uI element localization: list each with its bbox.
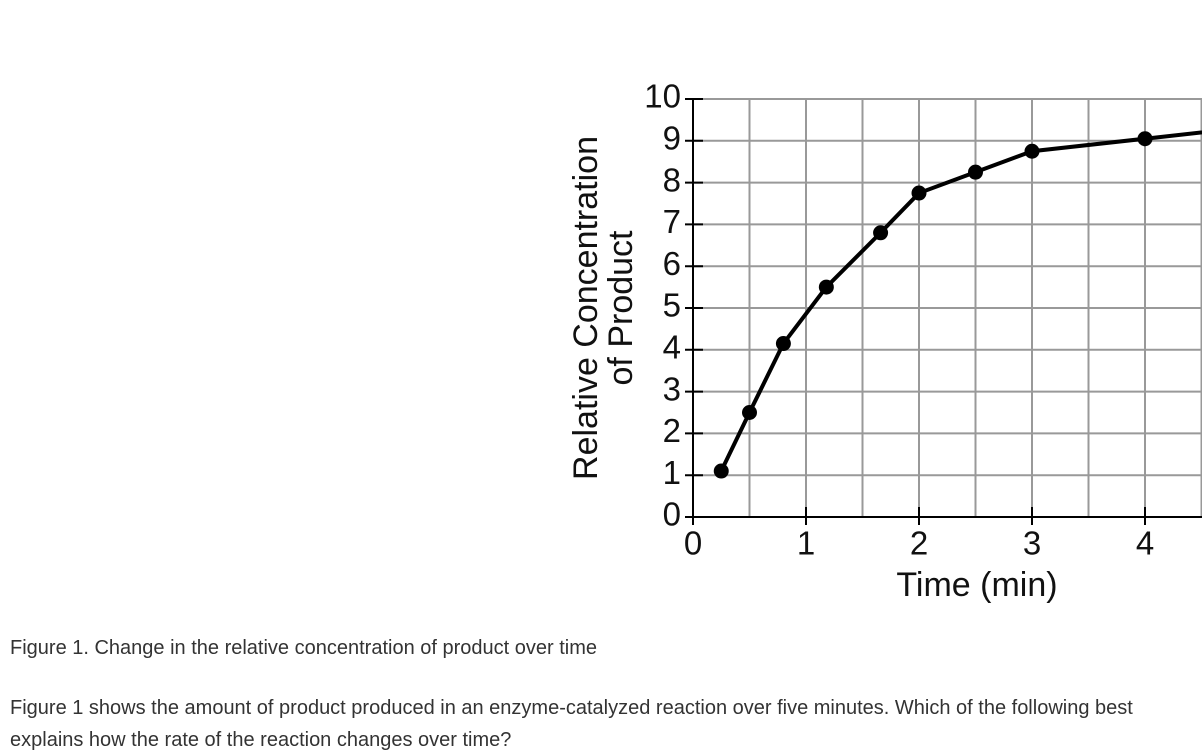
y-tick-label: 0 bbox=[663, 496, 681, 533]
plot-area bbox=[713, 130, 1202, 479]
data-line bbox=[719, 130, 1202, 472]
x-tick-label: 1 bbox=[797, 525, 815, 562]
data-point bbox=[818, 279, 834, 295]
y-tick-label: 4 bbox=[663, 329, 681, 366]
y-tick-label: 8 bbox=[663, 161, 681, 198]
question-text: Figure 1 shows the amount of product pro… bbox=[10, 697, 1133, 751]
y-axis-label: of Product bbox=[602, 230, 640, 386]
data-point bbox=[968, 164, 983, 180]
data-point bbox=[1137, 131, 1153, 147]
data-point bbox=[873, 225, 889, 241]
y-tick-label: 7 bbox=[663, 203, 681, 240]
y-tick-label: 5 bbox=[663, 287, 681, 324]
y-tick-label: 3 bbox=[663, 370, 681, 407]
x-axis-label: Time (min) bbox=[896, 566, 1057, 604]
y-tick-label: 10 bbox=[644, 78, 681, 115]
x-tick-label: 3 bbox=[1023, 525, 1041, 562]
x-tick-label: 0 bbox=[684, 525, 702, 562]
y-tick-label: 1 bbox=[663, 454, 681, 491]
x-tick-label: 4 bbox=[1136, 525, 1154, 562]
data-point bbox=[742, 405, 757, 420]
data-point bbox=[911, 185, 927, 201]
x-tick-label: 2 bbox=[910, 525, 928, 562]
y-tick-label: 2 bbox=[663, 412, 681, 449]
data-point bbox=[1024, 143, 1040, 159]
chart: Time (min) Relative Concentration of Pro… bbox=[567, 78, 1202, 604]
y-axis-label: Relative Concentration bbox=[567, 136, 605, 480]
y-tick-label: 6 bbox=[663, 245, 681, 282]
y-tick-label: 9 bbox=[663, 120, 681, 157]
data-point bbox=[713, 463, 729, 479]
figure-caption: Figure 1. Change in the relative concent… bbox=[10, 637, 597, 659]
data-point bbox=[775, 336, 791, 352]
